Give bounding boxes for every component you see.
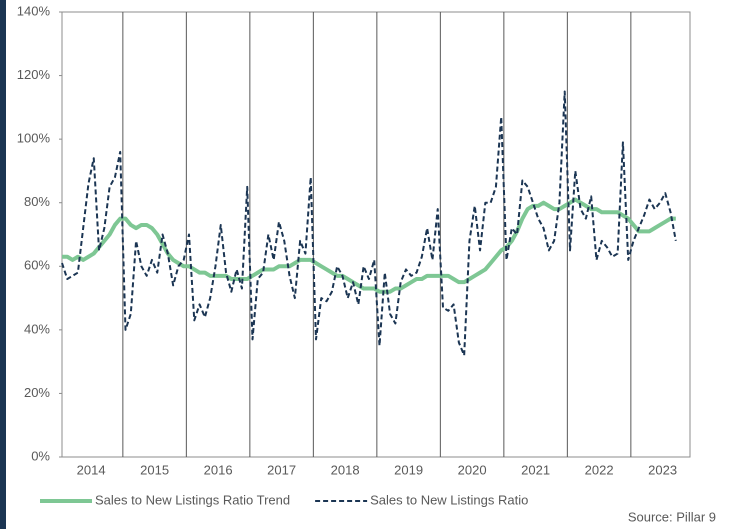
y-tick-label: 100% [17,131,51,146]
y-tick-label: 140% [17,3,51,18]
legend-label: Sales to New Listings Ratio [370,492,528,507]
x-tick-label: 2023 [648,462,677,477]
x-tick-label: 2022 [585,462,614,477]
y-tick-label: 60% [24,258,50,273]
x-tick-label: 2021 [521,462,550,477]
y-tick-label: 120% [17,67,51,82]
x-tick-label: 2018 [331,462,360,477]
x-tick-label: 2017 [267,462,296,477]
source: Source: Pillar 9 [628,509,716,524]
y-tick-label: 20% [24,385,50,400]
y-tick-label: 40% [24,321,50,336]
y-tick-label: 0% [31,448,50,463]
x-tick-label: 2019 [394,462,423,477]
y-tick-label: 80% [24,194,50,209]
series-line [61,90,677,357]
x-tick-label: 2020 [458,462,487,477]
x-tick-label: 2014 [77,462,106,477]
legend-label: Sales to New Listings Ratio Trend [95,492,290,507]
plot-border [61,11,691,458]
x-tick-label: 2016 [204,462,233,477]
side-strip [0,0,6,529]
x-tick-label: 2015 [140,462,169,477]
